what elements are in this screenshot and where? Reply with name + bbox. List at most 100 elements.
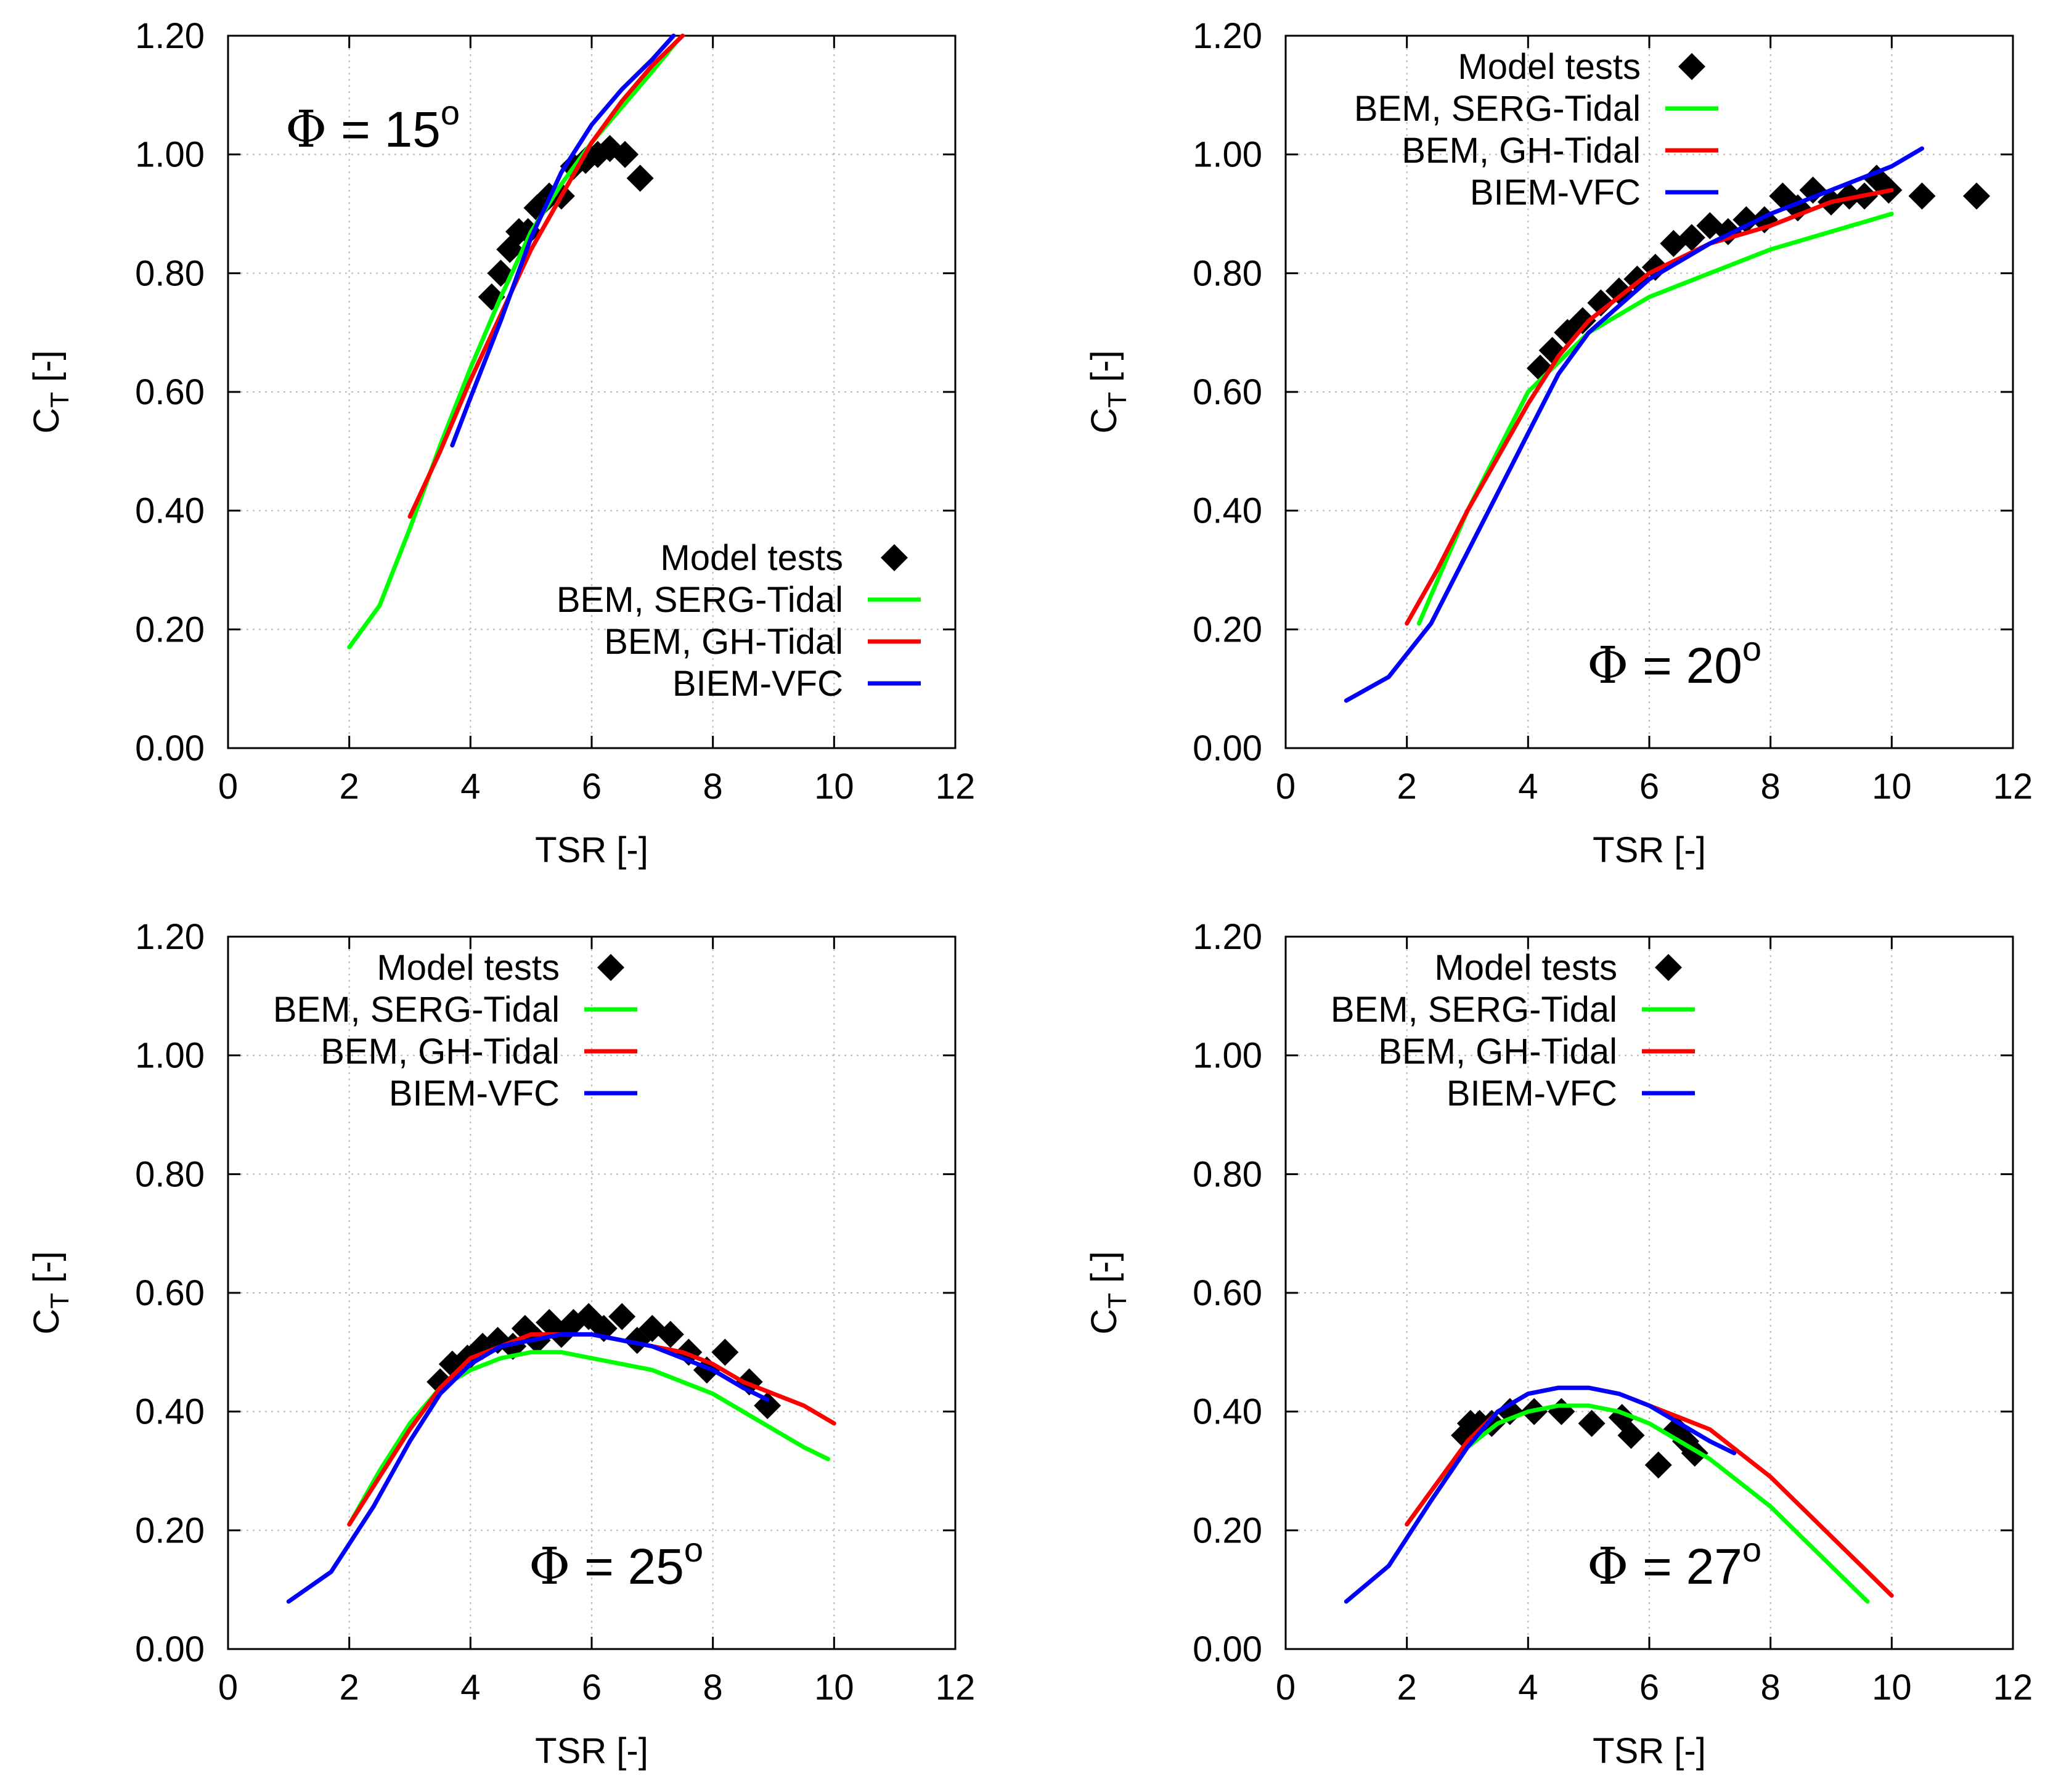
data-point bbox=[611, 141, 639, 168]
y-tick-label: 0.00 bbox=[1193, 728, 1262, 768]
x-tick-label: 10 bbox=[1872, 1668, 1912, 1708]
legend-label: Model tests bbox=[377, 948, 560, 988]
series-bem-serg-tidal bbox=[347, 39, 679, 650]
y-tick-label: 0.40 bbox=[135, 1392, 205, 1432]
angle-degree: o bbox=[1742, 1530, 1761, 1569]
y-tick-label: 0.20 bbox=[135, 609, 205, 650]
y-tick-label: 1.20 bbox=[135, 917, 205, 957]
y-tick-label: 0.60 bbox=[1193, 1273, 1262, 1313]
angle-value: = 27 bbox=[1628, 1539, 1742, 1595]
y-axis-label-suffix: [-] bbox=[1084, 1251, 1124, 1293]
x-tick-label: 4 bbox=[460, 767, 480, 807]
angle-value: = 25 bbox=[570, 1539, 684, 1595]
y-tick-label: 0.40 bbox=[135, 491, 205, 531]
series-biem-vfc bbox=[450, 33, 676, 448]
legend-swatch-marker bbox=[881, 544, 908, 571]
legend-swatch-marker bbox=[1678, 53, 1705, 80]
series-biem-vfc bbox=[286, 1332, 770, 1604]
series-bem-serg-tidal bbox=[1405, 1403, 1870, 1604]
y-tick-label: 0.20 bbox=[1193, 1510, 1262, 1550]
data-point bbox=[1908, 182, 1936, 210]
angle-symbol: Φ bbox=[1587, 1537, 1628, 1596]
y-tick-label: 0.80 bbox=[135, 1154, 205, 1194]
y-tick-label: 0.80 bbox=[135, 253, 205, 293]
x-tick-label: 10 bbox=[814, 767, 854, 807]
series-line bbox=[450, 33, 676, 448]
y-axis-label-subscript: T bbox=[45, 392, 74, 408]
series-biem-vfc bbox=[1344, 146, 1924, 703]
legend-label: BIEM-VFC bbox=[1470, 173, 1641, 213]
x-tick-label: 4 bbox=[460, 1668, 480, 1708]
legend-label: Model tests bbox=[660, 538, 843, 578]
legend-label: Model tests bbox=[1458, 47, 1641, 87]
y-axis-label-subscript: T bbox=[1103, 392, 1132, 408]
x-axis-label: TSR [-] bbox=[535, 1731, 648, 1771]
y-axis-label-suffix: [-] bbox=[27, 1251, 67, 1293]
x-axis-label: TSR [-] bbox=[1593, 830, 1706, 870]
x-tick-label: 4 bbox=[1518, 1668, 1538, 1708]
y-tick-label: 1.00 bbox=[135, 1036, 205, 1076]
y-axis-label-suffix: [-] bbox=[27, 350, 67, 392]
angle-annotation: Φ = 15o bbox=[285, 93, 460, 159]
x-tick-label: 2 bbox=[1397, 1668, 1417, 1708]
legend-label: BEM, SERG-Tidal bbox=[273, 990, 560, 1030]
legend-label: BEM, GH-Tidal bbox=[1378, 1032, 1617, 1072]
series-line bbox=[1344, 1385, 1737, 1604]
x-tick-label: 6 bbox=[1639, 767, 1659, 807]
legend-label: BIEM-VFC bbox=[1447, 1073, 1617, 1114]
y-tick-label: 0.80 bbox=[1193, 253, 1262, 293]
y-axis-label: CT [-] bbox=[27, 1251, 74, 1334]
y-tick-label: 1.00 bbox=[1193, 1036, 1262, 1076]
x-tick-label: 10 bbox=[1872, 767, 1912, 807]
data-point bbox=[1678, 224, 1705, 251]
angle-annotation: Φ = 25o bbox=[529, 1530, 703, 1596]
data-point bbox=[1835, 182, 1863, 210]
legend-label: BEM, GH-Tidal bbox=[320, 1032, 560, 1072]
x-tick-label: 0 bbox=[1276, 767, 1296, 807]
data-point bbox=[1569, 307, 1596, 335]
angle-annotation: Φ = 20o bbox=[1587, 629, 1761, 695]
y-tick-label: 0.20 bbox=[135, 1510, 205, 1550]
angle-symbol: Φ bbox=[529, 1537, 570, 1596]
x-tick-label: 2 bbox=[1397, 767, 1417, 807]
y-axis-label-subscript: T bbox=[45, 1293, 74, 1309]
y-axis-label: CT [-] bbox=[1084, 350, 1132, 433]
y-axis-label: CT [-] bbox=[27, 350, 74, 433]
data-point bbox=[1478, 1409, 1506, 1437]
x-tick-label: 6 bbox=[582, 1668, 602, 1708]
x-tick-label: 12 bbox=[936, 1668, 976, 1708]
y-tick-label: 1.20 bbox=[1193, 16, 1262, 56]
x-tick-label: 8 bbox=[703, 1668, 723, 1708]
y-tick-label: 1.20 bbox=[135, 16, 205, 56]
x-tick-label: 12 bbox=[936, 767, 976, 807]
y-axis-label-main: C bbox=[1084, 1309, 1124, 1335]
series-biem-vfc bbox=[1344, 1385, 1737, 1604]
y-tick-label: 0.00 bbox=[1193, 1629, 1262, 1669]
angle-value: = 15 bbox=[327, 102, 441, 158]
chart-panel-1: 0 2 4 6 8 10 12 0.00 0.20 0.40 0.60 0.80 1.00 1.20 TSR… bbox=[27, 16, 975, 870]
angle-annotation: Φ = 27o bbox=[1587, 1530, 1761, 1596]
y-tick-label: 0.60 bbox=[135, 1273, 205, 1313]
legend-swatch-marker bbox=[1655, 954, 1682, 981]
angle-value: = 20 bbox=[1628, 638, 1742, 694]
legend-label: Model tests bbox=[1434, 948, 1617, 988]
data-point bbox=[1963, 182, 1990, 210]
x-tick-label: 4 bbox=[1518, 767, 1538, 807]
data-point bbox=[608, 1303, 636, 1330]
x-tick-label: 12 bbox=[1993, 767, 2033, 807]
y-tick-label: 0.80 bbox=[1193, 1154, 1262, 1194]
angle-symbol: Φ bbox=[1587, 637, 1628, 695]
angle-symbol: Φ bbox=[285, 100, 327, 159]
series-line bbox=[407, 33, 685, 519]
grid bbox=[1286, 937, 2013, 1649]
angle-degree: o bbox=[1742, 629, 1761, 668]
data-point bbox=[626, 165, 654, 192]
y-tick-label: 1.00 bbox=[135, 135, 205, 175]
grid bbox=[228, 937, 955, 1649]
legend-label: BIEM-VFC bbox=[672, 664, 843, 704]
data-point bbox=[1644, 1451, 1672, 1479]
series-line bbox=[347, 39, 679, 650]
